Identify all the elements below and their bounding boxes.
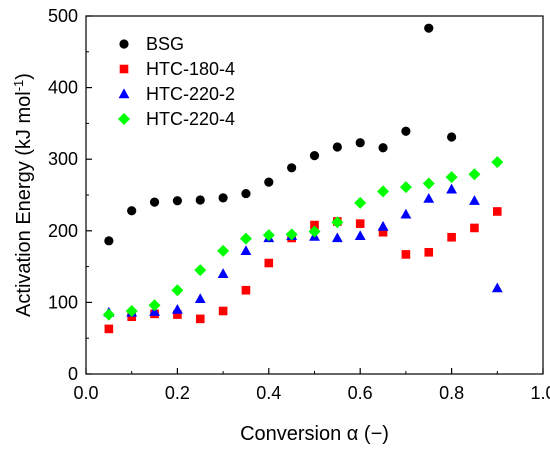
data-point-bsg — [195, 195, 205, 205]
data-point-htc-220-4 — [354, 196, 367, 209]
data-point-bsg — [172, 196, 182, 206]
x-tick-label: 0.0 — [73, 383, 98, 403]
data-point-htc-220-4 — [331, 216, 344, 229]
data-point-htc-220-4 — [239, 232, 252, 245]
data-points — [102, 23, 504, 334]
data-point-htc-220-2 — [491, 282, 503, 293]
y-tick-label: 0 — [68, 364, 78, 384]
data-point-bsg — [241, 188, 251, 199]
legend-label-htc-220-2: HTC-220-2 — [146, 84, 235, 104]
x-tick-label: 0.4 — [256, 383, 281, 403]
y-axis-label: Activation Energy (kJ mol-1) — [11, 73, 36, 317]
data-point-htc-220-2 — [217, 268, 229, 278]
x-tick-label: 0.2 — [165, 383, 190, 403]
data-point-bsg — [447, 132, 457, 142]
data-point-htc-220-4 — [377, 185, 390, 198]
series-htc-180-4 — [104, 207, 502, 334]
data-point-htc-220-4 — [171, 284, 184, 297]
data-point-bsg — [149, 197, 160, 207]
legend-label-htc-180-4: HTC-180-4 — [146, 59, 235, 79]
x-tick-label: 0.6 — [348, 383, 373, 403]
data-point-htc-220-4 — [491, 156, 504, 169]
y-axis-label-main: Activation Energy (kJ mol — [13, 91, 35, 317]
data-point-htc-180-4 — [470, 223, 479, 233]
data-point-htc-220-2 — [423, 192, 435, 203]
data-point-bsg — [355, 138, 365, 148]
data-point-bsg — [287, 163, 297, 173]
legend-label-bsg: BSG — [146, 34, 184, 54]
series-htc-220-4 — [102, 156, 504, 321]
legend-marker-htc-220-4 — [118, 113, 130, 125]
data-point-htc-180-4 — [104, 324, 114, 334]
series-htc-220-2 — [103, 183, 503, 317]
data-point-htc-220-4 — [468, 168, 481, 181]
data-point-htc-220-4 — [262, 229, 275, 242]
data-point-bsg — [378, 143, 388, 153]
y-tick-label: 400 — [48, 78, 78, 98]
data-point-bsg — [401, 126, 411, 136]
x-tick-label: 0.8 — [439, 383, 464, 403]
data-point-htc-220-4 — [125, 304, 138, 317]
data-point-htc-220-4 — [285, 228, 298, 241]
data-point-htc-220-4 — [308, 225, 321, 238]
legend-marker-htc-180-4 — [119, 64, 129, 74]
data-point-htc-220-4 — [445, 171, 458, 184]
data-point-htc-220-2 — [240, 245, 252, 256]
data-point-htc-220-4 — [422, 177, 435, 190]
x-axis-label: Conversion α (−) — [240, 423, 389, 445]
data-point-bsg — [127, 206, 137, 216]
data-point-htc-220-4 — [148, 299, 161, 312]
data-point-bsg — [104, 236, 114, 246]
data-point-bsg — [264, 177, 274, 187]
x-axis-ticks: 0.0 0.2 0.4 0.6 0.8 1.0 — [73, 368, 550, 403]
legend-marker-bsg — [119, 39, 129, 49]
data-point-bsg — [309, 151, 320, 161]
data-point-htc-180-4 — [195, 314, 205, 324]
data-point-htc-220-2 — [377, 220, 389, 231]
data-point-htc-220-2 — [354, 230, 366, 241]
data-point-htc-220-4 — [217, 244, 230, 257]
data-point-htc-220-2 — [400, 208, 412, 219]
legend: BSG HTC-180-4 HTC-220-2 HTC-220-4 — [118, 34, 235, 129]
legend-marker-htc-220-2 — [118, 88, 130, 99]
y-axis-label-suffix: ) — [13, 73, 35, 80]
data-point-htc-180-4 — [401, 250, 411, 259]
legend-label-htc-220-4: HTC-220-4 — [146, 109, 235, 129]
data-point-bsg — [332, 142, 342, 152]
y-tick-label: 200 — [48, 221, 78, 241]
y-tick-label: 300 — [48, 149, 78, 169]
data-point-htc-180-4 — [355, 219, 365, 228]
data-point-htc-180-4 — [218, 306, 228, 316]
x-tick-label: 1.0 — [530, 383, 550, 403]
data-point-bsg — [218, 193, 228, 203]
y-tick-label: 500 — [48, 6, 78, 26]
data-point-htc-220-2 — [469, 195, 480, 205]
data-point-htc-220-4 — [399, 181, 412, 194]
data-point-htc-180-4 — [378, 227, 388, 237]
data-point-htc-180-4 — [447, 232, 456, 242]
data-point-htc-220-2 — [446, 183, 457, 194]
plot-frame — [85, 15, 544, 375]
y-axis-label-superscript: -1 — [11, 80, 26, 92]
data-point-htc-220-2 — [331, 232, 343, 243]
y-axis-ticks: 0 100 200 300 400 500 — [48, 6, 92, 384]
y-tick-label: 100 — [48, 292, 78, 312]
data-point-htc-180-4 — [241, 285, 251, 295]
data-point-htc-180-4 — [264, 258, 274, 268]
data-point-htc-180-4 — [493, 207, 502, 216]
data-point-htc-180-4 — [310, 220, 319, 230]
series-bsg — [104, 23, 457, 246]
data-point-htc-180-4 — [173, 310, 182, 319]
data-point-htc-220-4 — [102, 308, 115, 321]
data-point-htc-220-2 — [172, 303, 183, 314]
data-point-htc-220-4 — [194, 264, 207, 277]
data-point-bsg — [424, 23, 434, 33]
data-point-htc-180-4 — [424, 247, 434, 257]
data-point-htc-220-2 — [194, 293, 206, 304]
